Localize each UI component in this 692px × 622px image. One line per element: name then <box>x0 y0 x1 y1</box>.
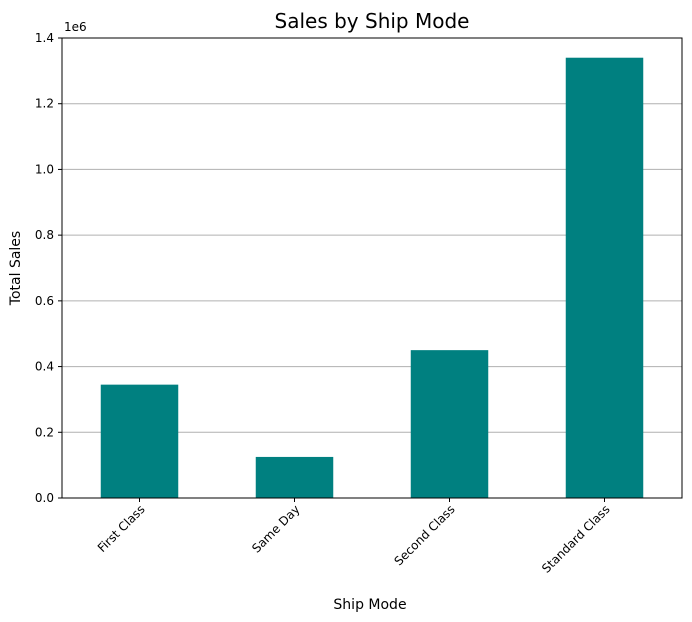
bar-second-class <box>410 350 489 498</box>
y-tick-label: 1.4 <box>35 31 54 45</box>
bar-same-day <box>255 456 334 498</box>
chart-title: Sales by Ship Mode <box>275 9 470 33</box>
bar-layer <box>100 57 644 498</box>
y-tick-label: 0.4 <box>35 360 54 374</box>
y-axis-ticks: 0.0 0.2 0.4 0.6 0.8 1.0 1.2 1.4 <box>35 31 62 505</box>
plot-frame <box>61 37 683 499</box>
bar-standard-class <box>565 57 644 498</box>
y-tick-label: 0.6 <box>35 294 54 308</box>
y-axis-label: Total Sales <box>8 231 24 306</box>
y-tick-label: 1.2 <box>35 97 54 111</box>
y-tick-label: 0.8 <box>35 228 54 242</box>
y-tick-label: 0.0 <box>35 491 54 505</box>
y-tick-label: 0.2 <box>35 425 54 439</box>
bar-first-class <box>100 384 179 498</box>
y-axis-offset-label: 1e6 <box>64 20 87 34</box>
x-axis-label: Ship Mode <box>333 597 406 613</box>
y-tick-label: 1.0 <box>35 162 54 176</box>
